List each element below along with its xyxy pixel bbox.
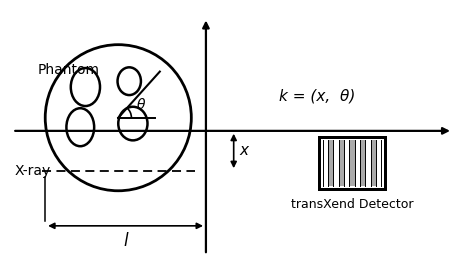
Text: transXend Detector: transXend Detector xyxy=(291,198,413,211)
Bar xyxy=(333,140,339,186)
Bar xyxy=(319,137,385,189)
Text: k = (x,  θ): k = (x, θ) xyxy=(279,88,356,103)
Bar xyxy=(323,140,328,186)
Bar xyxy=(319,137,385,189)
Text: Phantom: Phantom xyxy=(38,63,100,77)
Bar xyxy=(355,140,360,186)
Bar xyxy=(323,140,381,186)
Text: θ: θ xyxy=(137,98,146,112)
Text: X-ray: X-ray xyxy=(14,164,51,178)
Text: l: l xyxy=(123,232,128,250)
Text: x: x xyxy=(239,143,249,158)
Bar xyxy=(365,140,370,186)
Bar xyxy=(344,140,350,186)
Bar xyxy=(376,140,381,186)
